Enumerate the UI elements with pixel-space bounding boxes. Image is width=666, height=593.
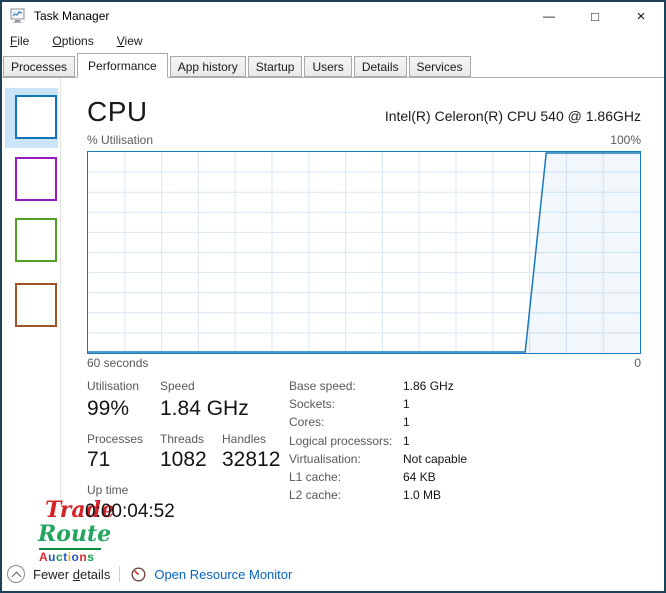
detail-row-cores: Cores: 1 bbox=[289, 415, 410, 429]
watermark-route: Route bbox=[38, 521, 112, 547]
uptime-label: Up time bbox=[87, 483, 129, 497]
maximize-icon: □ bbox=[591, 8, 599, 24]
open-resource-monitor-link[interactable]: Open Resource Monitor bbox=[154, 566, 293, 582]
resource-monitor-icon bbox=[131, 566, 146, 582]
handles-value: 32812 bbox=[222, 448, 281, 471]
max-percent-label: 100% bbox=[610, 133, 641, 147]
tab-details[interactable]: Details bbox=[353, 56, 407, 77]
sidebar-item-disk[interactable] bbox=[15, 218, 57, 262]
utilisation-axis-label: % Utilisation bbox=[87, 133, 154, 147]
cpu-stats: Utilisation Speed 99% 1.84 GHz Processes… bbox=[85, 375, 647, 535]
watermark-rule bbox=[39, 548, 101, 550]
processes-value: 71 bbox=[87, 448, 111, 471]
detail-row-l1-cache: L1 cache: 64 KB bbox=[289, 470, 436, 484]
cpu-name: Intel(R) Celeron(R) CPU 540 @ 1.86GHz bbox=[384, 108, 641, 124]
fewer-details-button[interactable]: Fewer details bbox=[7, 565, 110, 583]
chevron-up-icon bbox=[7, 565, 25, 583]
detail-row-sockets: Sockets: 1 bbox=[289, 397, 410, 411]
minimize-button[interactable]: — bbox=[532, 2, 566, 30]
tab-services[interactable]: Services bbox=[408, 56, 471, 77]
utilisation-value: 99% bbox=[87, 397, 130, 420]
utilisation-label: Utilisation bbox=[87, 379, 140, 393]
tab-processes[interactable]: Processes bbox=[3, 56, 76, 77]
menubar: File Options View bbox=[2, 31, 664, 52]
footer-separator bbox=[119, 566, 121, 582]
uptime-value: 0:00:04:52 bbox=[85, 501, 175, 522]
page-title: CPU bbox=[87, 96, 148, 127]
detail-row-virtualisation: Virtualisation: Not capable bbox=[289, 452, 468, 466]
close-icon: × bbox=[636, 7, 646, 25]
threads-value: 1082 bbox=[160, 448, 207, 471]
task-manager-icon bbox=[10, 8, 26, 24]
watermark-logo: Trade Route Auctions bbox=[35, 497, 115, 564]
cpu-usage-graph[interactable] bbox=[87, 151, 641, 354]
footer-bar: Fewer details Open Resource Monitor bbox=[2, 556, 664, 591]
maximize-button[interactable]: □ bbox=[578, 2, 612, 30]
processes-label: Processes bbox=[87, 432, 144, 446]
handles-label: Handles bbox=[222, 432, 267, 446]
tab-users[interactable]: Users bbox=[304, 56, 352, 77]
speed-label: Speed bbox=[160, 379, 195, 393]
sidebar-item-ethernet[interactable] bbox=[15, 283, 57, 327]
titlebar[interactable]: Task Manager — □ × bbox=[2, 2, 664, 30]
sidebar-divider bbox=[60, 78, 61, 556]
watermark-trade: Trade bbox=[45, 497, 115, 523]
tab-performance[interactable]: Performance bbox=[77, 53, 168, 78]
window-title: Task Manager bbox=[34, 9, 110, 23]
minimize-icon: — bbox=[543, 9, 555, 23]
time-axis-right-label: 0 bbox=[634, 356, 641, 370]
tab-startup[interactable]: Startup bbox=[247, 56, 303, 77]
detail-row-base-speed: Base speed: 1.86 GHz bbox=[289, 379, 454, 393]
speed-value: 1.84 GHz bbox=[160, 397, 249, 420]
menu-item-options[interactable]: Options bbox=[52, 34, 94, 48]
detail-row-l2-cache: L2 cache: 1.0 MB bbox=[289, 488, 442, 502]
tab-app-history[interactable]: App history bbox=[169, 56, 246, 77]
fewer-details-label: Fewer details bbox=[33, 566, 111, 582]
close-button[interactable]: × bbox=[624, 2, 658, 30]
watermark-auctions: Auctions bbox=[39, 550, 95, 564]
threads-label: Threads bbox=[160, 432, 205, 446]
menu-item-view[interactable]: View bbox=[116, 34, 143, 48]
menu-item-file[interactable]: File bbox=[10, 34, 30, 48]
detail-row-logical-processors: Logical processors: 1 bbox=[289, 434, 410, 448]
tab-strip: Processes Performance App history Startu… bbox=[2, 52, 664, 78]
sidebar-item-memory[interactable] bbox=[15, 157, 57, 201]
sidebar-item-cpu[interactable] bbox=[15, 95, 57, 139]
time-axis-left-label: 60 seconds bbox=[87, 356, 149, 370]
